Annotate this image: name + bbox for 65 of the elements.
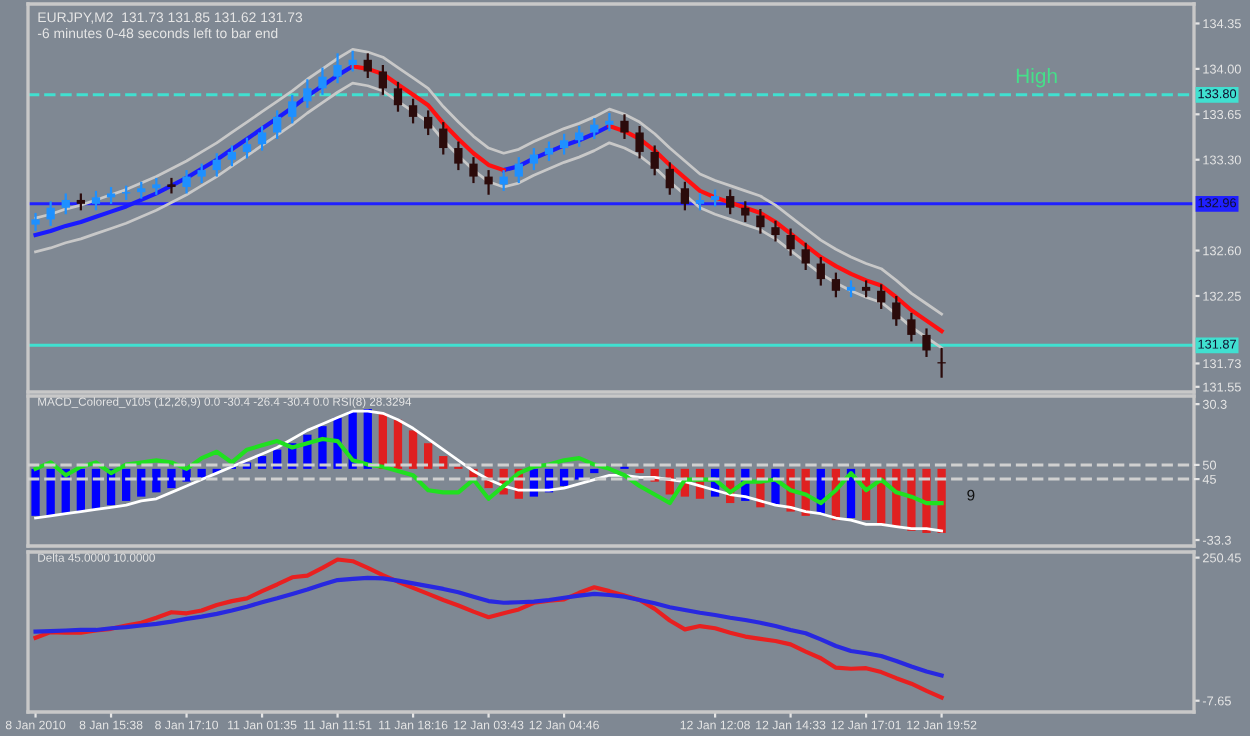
candlestick: [393, 80, 403, 113]
bar: [31, 468, 40, 516]
candlestick: [575, 124, 584, 148]
candlestick: [303, 78, 312, 109]
candlestick: [288, 93, 297, 125]
candlestick: [605, 111, 614, 133]
candlestick: [439, 120, 448, 156]
candlestick: [620, 113, 629, 141]
candlestick: [922, 327, 931, 359]
candlestick: [31, 211, 40, 233]
candlestick: [816, 255, 825, 287]
candlestick: [680, 180, 690, 212]
candlestick: [378, 63, 388, 96]
candlestick: [197, 162, 206, 185]
candlestick: [333, 52, 342, 85]
candlestick: [635, 124, 644, 160]
candlestick: [273, 109, 282, 141]
line-series: [33, 557, 944, 700]
candlestick: [559, 132, 569, 156]
line-series: [33, 575, 944, 678]
candlestick: [650, 144, 659, 177]
candlestick: [831, 271, 841, 299]
line-series: [34, 48, 943, 316]
candlestick: [726, 188, 735, 216]
candlestick: [212, 152, 221, 178]
candlestick: [46, 200, 55, 228]
candlestick: [167, 176, 176, 195]
candlestick: [514, 156, 523, 185]
candlestick: [771, 219, 780, 243]
candlestick: [544, 140, 554, 163]
bar: [122, 468, 131, 501]
bar: [152, 468, 161, 493]
candlestick: [469, 156, 478, 185]
candlestick: [741, 200, 750, 224]
candlestick: [257, 124, 267, 152]
candlestick: [907, 311, 916, 343]
candlestick: [801, 241, 810, 272]
candlestick: [227, 144, 237, 168]
bar: [137, 468, 146, 497]
candlestick: [91, 189, 101, 212]
candlestick: [242, 136, 252, 160]
candlestick: [484, 168, 493, 196]
bar: [635, 468, 644, 474]
candlestick: [182, 168, 191, 195]
line-series: [33, 436, 944, 506]
candlestick: [61, 192, 70, 216]
candlestick: [424, 109, 433, 137]
candlestick: [892, 294, 901, 327]
candlestick: [756, 207, 765, 235]
bar: [590, 468, 599, 474]
text: High: [1016, 68, 1057, 88]
line-series: [34, 409, 943, 533]
candlestick: [408, 97, 418, 125]
candlestick: [363, 52, 372, 80]
candlestick: [454, 140, 463, 172]
candlestick: [665, 161, 674, 196]
bar: [424, 443, 433, 469]
bar: [46, 468, 55, 516]
candlestick: [786, 227, 795, 257]
candlestick: [348, 49, 357, 73]
candlestick: [529, 146, 539, 172]
bar: [408, 430, 418, 469]
bar: [167, 468, 176, 489]
candlestick: [318, 66, 327, 96]
candlestick: [877, 283, 886, 311]
